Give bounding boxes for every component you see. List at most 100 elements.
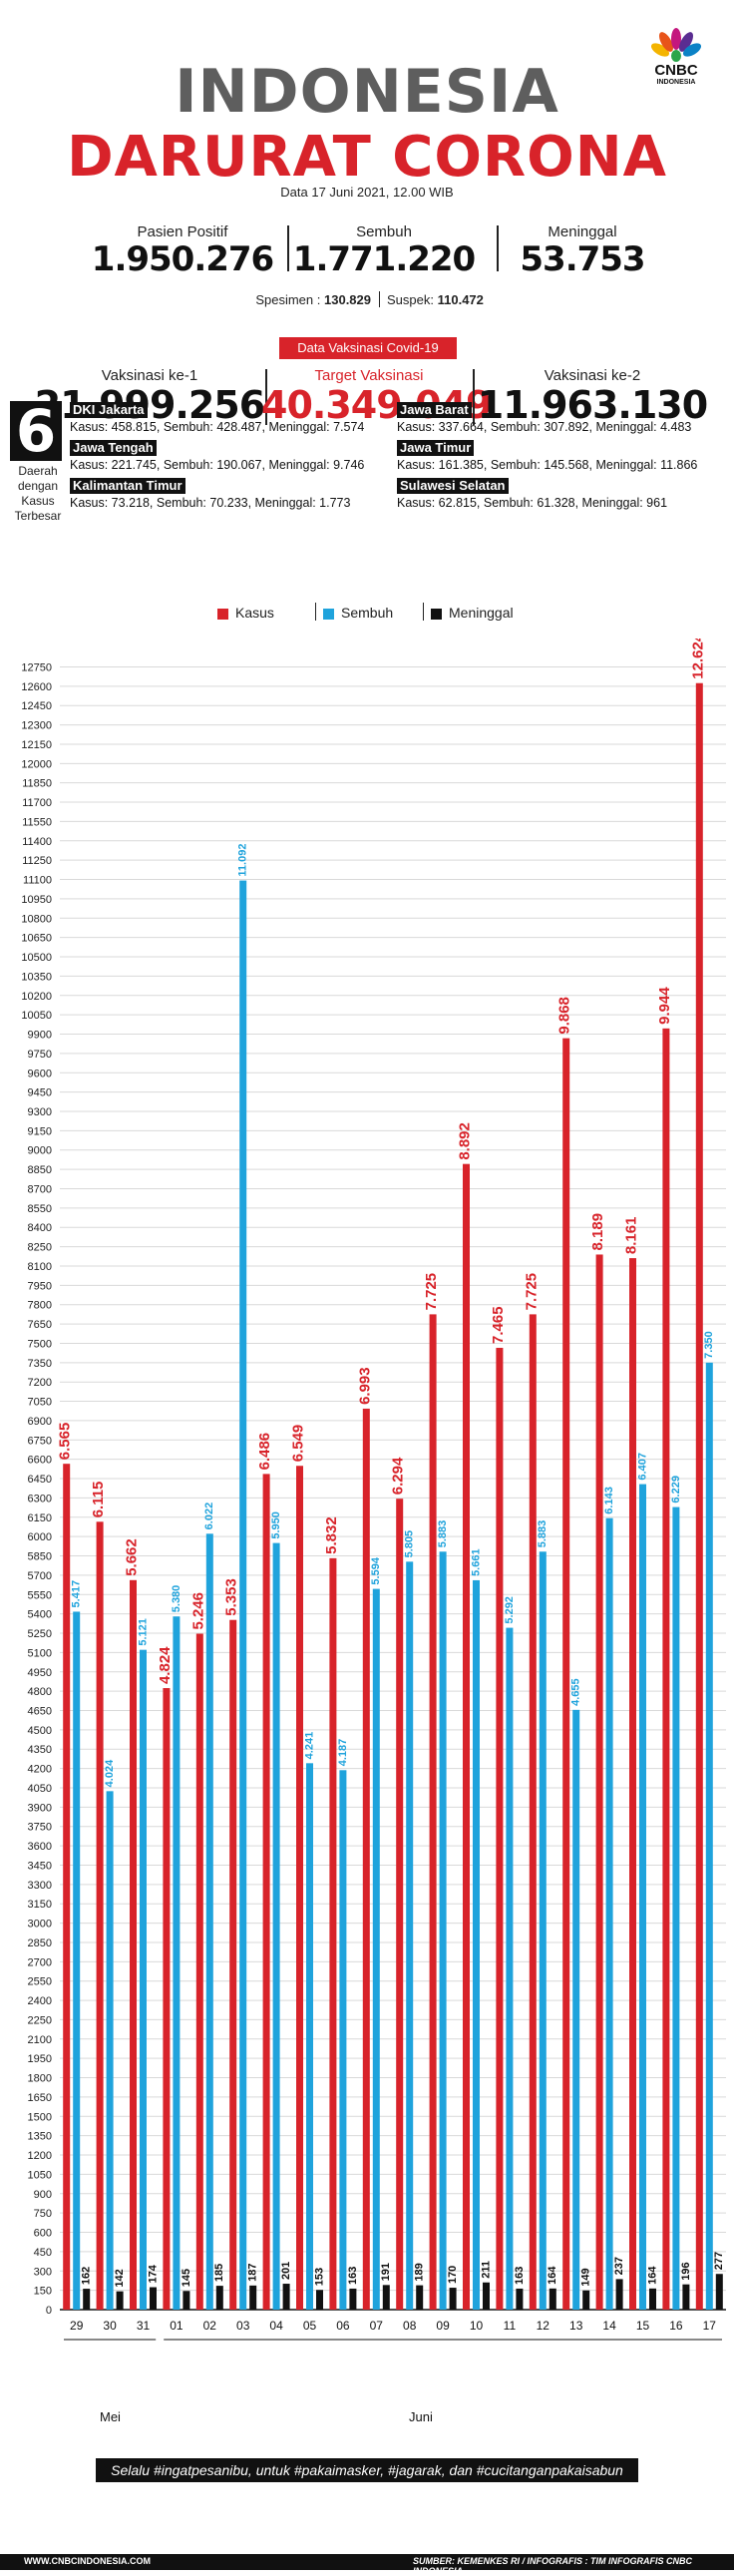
positif-label: Pasien Positif <box>137 223 228 240</box>
bar-meninggal <box>116 2291 124 2310</box>
y-tick-label: 7650 <box>28 1319 52 1331</box>
y-tick-label: 10350 <box>21 971 52 983</box>
y-tick-label: 2850 <box>28 1937 52 1949</box>
data-label-meninggal: 201 <box>280 2262 292 2280</box>
y-tick-label: 3600 <box>28 1841 52 1853</box>
y-tick-label: 4350 <box>28 1744 52 1756</box>
x-tick-label: 07 <box>370 2319 384 2333</box>
region-data: Kasus: 458.815, Sembuh: 428.487, Meningg… <box>70 420 365 434</box>
data-label-sembuh: 5.417 <box>71 1580 83 1608</box>
x-tick-label: 31 <box>137 2319 151 2333</box>
y-tick-label: 12150 <box>21 739 52 751</box>
y-tick-label: 3750 <box>28 1822 52 1834</box>
bar-kasus <box>595 1254 603 2310</box>
x-tick-label: 12 <box>537 2319 550 2333</box>
data-label-sembuh: 5.380 <box>171 1585 183 1613</box>
region-card: Jawa Barat Kasus: 337.664, Sembuh: 307.8… <box>397 401 730 435</box>
bar-meninggal <box>183 2291 190 2310</box>
y-tick-label: 3900 <box>28 1802 52 1814</box>
bar-kasus <box>396 1499 404 2310</box>
logo-subtext: INDONESIA <box>656 79 696 86</box>
region-card: Jawa Tengah Kasus: 221.745, Sembuh: 190.… <box>70 439 399 473</box>
bar-meninggal <box>382 2285 390 2310</box>
x-tick-label: 10 <box>470 2319 484 2333</box>
bar-sembuh <box>473 1579 480 2310</box>
y-tick-label: 3000 <box>28 1919 52 1931</box>
data-label-meninggal: 237 <box>613 2257 625 2275</box>
bar-kasus <box>463 1163 470 2310</box>
legend-swatch <box>431 608 442 620</box>
y-tick-label: 10200 <box>21 991 52 1003</box>
bar-kasus <box>229 1619 237 2310</box>
bar-sembuh <box>539 1551 547 2310</box>
bar-sembuh <box>439 1551 447 2310</box>
x-tick-label: 08 <box>403 2319 417 2333</box>
y-tick-label: 11550 <box>22 816 52 828</box>
x-tick-label: 06 <box>336 2319 350 2333</box>
bar-meninggal <box>449 2288 457 2310</box>
region-count: 6 <box>10 401 62 461</box>
y-tick-label: 2250 <box>28 2014 52 2026</box>
bar-kasus <box>163 1688 171 2310</box>
divider <box>379 291 380 307</box>
bar-sembuh <box>306 1763 313 2310</box>
divider <box>265 369 267 425</box>
region-name: Jawa Tengah <box>70 440 157 456</box>
data-label-meninggal: 149 <box>580 2268 592 2286</box>
x-tick-label: 01 <box>170 2319 184 2333</box>
x-tick-label: 13 <box>569 2319 583 2333</box>
data-label-sembuh: 4.241 <box>303 1732 315 1760</box>
region-data: Kasus: 62.815, Sembuh: 61.328, Meninggal… <box>397 496 668 510</box>
y-tick-label: 7950 <box>28 1280 52 1292</box>
bar-sembuh <box>605 1517 613 2310</box>
data-label-kasus: 5.662 <box>123 1538 140 1576</box>
y-tick-label: 4500 <box>28 1725 52 1737</box>
region-data: Kasus: 161.385, Sembuh: 145.568, Meningg… <box>397 458 698 472</box>
y-tick-label: 0 <box>46 2305 52 2317</box>
bar-meninggal <box>682 2284 690 2310</box>
region-name: Jawa Barat <box>397 402 472 418</box>
data-label-meninggal: 163 <box>514 2267 526 2285</box>
y-tick-label: 8850 <box>28 1164 52 1176</box>
y-tick-label: 11100 <box>23 875 52 887</box>
data-label-kasus: 9.944 <box>656 987 673 1025</box>
bar-sembuh <box>140 1649 147 2310</box>
data-label-kasus: 8.161 <box>622 1217 639 1255</box>
region-name: Jawa Timur <box>397 440 475 456</box>
logo-text: CNBC <box>654 62 698 79</box>
bar-kasus <box>496 1347 504 2310</box>
y-tick-label: 4800 <box>28 1686 52 1698</box>
legend-swatch <box>217 608 228 620</box>
sembuh-label: Sembuh <box>356 223 412 240</box>
bar-sembuh <box>339 1770 347 2310</box>
data-label-kasus: 8.189 <box>589 1213 606 1251</box>
region-name: Sulawesi Selatan <box>397 478 509 494</box>
site-url[interactable]: WWW.CNBCINDONESIA.COM <box>24 2556 151 2566</box>
region-card: Sulawesi Selatan Kasus: 62.815, Sembuh: … <box>397 477 730 511</box>
y-tick-label: 1500 <box>28 2111 52 2123</box>
bar-meninggal <box>316 2290 323 2310</box>
meninggal-value: 53.753 <box>520 239 645 279</box>
x-tick-label: 11 <box>504 2319 517 2333</box>
bar-kasus <box>130 1579 137 2310</box>
bar-meninggal <box>83 2289 91 2310</box>
month-label: Mei <box>100 2409 121 2424</box>
data-label-sembuh: 6.022 <box>203 1503 215 1530</box>
data-label-sembuh: 5.805 <box>404 1530 416 1558</box>
y-tick-label: 6600 <box>28 1455 52 1467</box>
data-label-kasus: 6.486 <box>256 1433 273 1471</box>
data-label-kasus: 5.353 <box>223 1578 240 1616</box>
data-label-sembuh: 6.229 <box>670 1476 682 1503</box>
vaksin2-label: Vaksinasi ke-2 <box>544 367 641 384</box>
target-label: Target Vaksinasi <box>314 367 424 384</box>
data-label-meninggal: 174 <box>147 2264 159 2283</box>
legend-divider <box>423 603 424 621</box>
y-tick-label: 450 <box>34 2247 52 2259</box>
data-label-kasus: 8.892 <box>456 1122 473 1160</box>
data-label-sembuh: 5.121 <box>137 1618 149 1646</box>
y-tick-label: 2700 <box>28 1956 52 1968</box>
y-tick-label: 10950 <box>21 894 52 906</box>
region-data: Kasus: 337.664, Sembuh: 307.892, Meningg… <box>397 420 692 434</box>
data-label-sembuh: 4.655 <box>570 1678 582 1706</box>
cnbc-logo: CNBC INDONESIA <box>646 26 706 98</box>
